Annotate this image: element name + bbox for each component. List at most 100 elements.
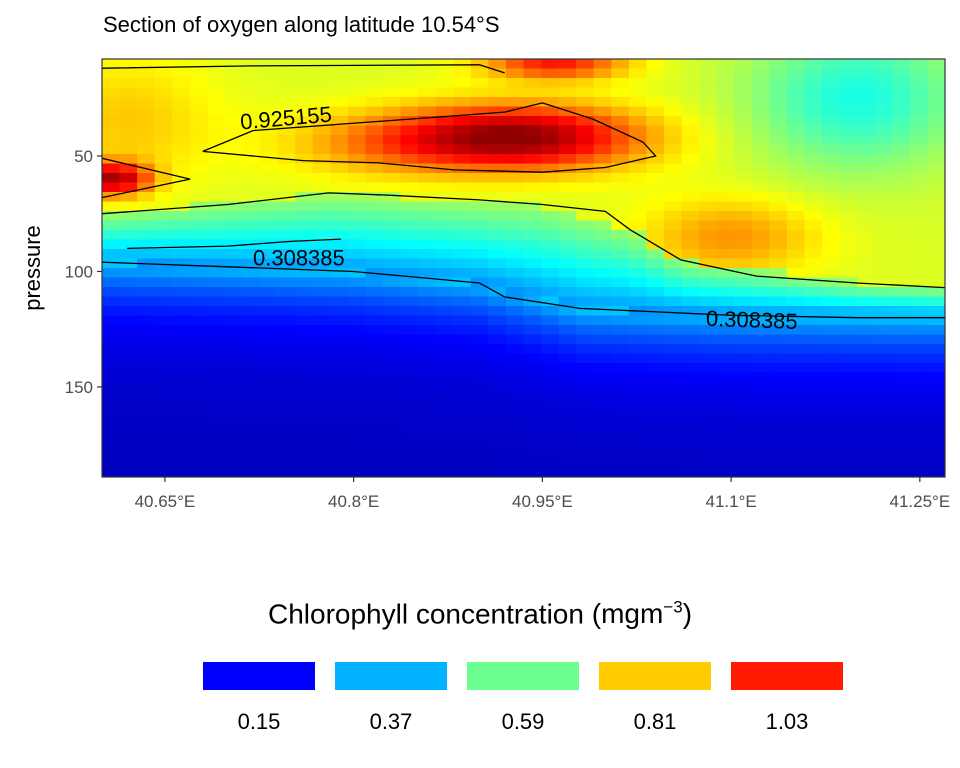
heatmap-cell xyxy=(681,467,700,477)
heatmap-cell xyxy=(488,230,507,241)
heatmap-cell xyxy=(470,306,490,317)
heatmap-cell xyxy=(172,439,191,450)
heatmap-cell xyxy=(857,325,876,336)
heatmap-cell xyxy=(295,315,314,326)
heatmap-cell xyxy=(593,287,613,298)
heatmap-cell xyxy=(558,325,577,336)
heatmap-cell xyxy=(383,315,402,326)
heatmap-cell xyxy=(137,372,156,383)
contour-line-0.925155 xyxy=(102,157,191,199)
heatmap-cell xyxy=(769,458,788,469)
heatmap-cell xyxy=(418,448,437,459)
heatmap-cell xyxy=(804,382,823,393)
heatmap-cell xyxy=(839,201,858,212)
heatmap-cell xyxy=(927,382,945,393)
heatmap-cell xyxy=(277,239,296,250)
heatmap-cell xyxy=(523,125,542,136)
heatmap-cell xyxy=(664,258,683,269)
heatmap-cell xyxy=(207,182,226,193)
heatmap-cell xyxy=(154,201,174,212)
heatmap-cell xyxy=(295,144,314,155)
heatmap-cell xyxy=(189,211,209,222)
heatmap-cell xyxy=(102,372,121,383)
heatmap-cell xyxy=(857,249,876,260)
heatmap-cell xyxy=(628,277,648,288)
heatmap-cell xyxy=(558,87,577,98)
heatmap-cell xyxy=(453,372,472,383)
heatmap-cell xyxy=(576,344,595,355)
heatmap-cell xyxy=(523,334,542,345)
heatmap-cell xyxy=(822,106,841,117)
heatmap-cell xyxy=(418,239,437,250)
heatmap-cell xyxy=(260,334,279,345)
heatmap-cell xyxy=(224,448,244,459)
heatmap-cell xyxy=(523,249,542,260)
heatmap-cell xyxy=(260,78,279,89)
heatmap-cell xyxy=(576,410,595,421)
heatmap-cell xyxy=(751,429,771,440)
heatmap-cell xyxy=(119,201,138,212)
heatmap-cell xyxy=(751,420,771,431)
heatmap-cell xyxy=(751,192,771,203)
heatmap-cell xyxy=(400,353,419,364)
heatmap-cell xyxy=(646,467,665,477)
heatmap-cell xyxy=(400,315,419,326)
heatmap-cell xyxy=(207,363,226,374)
heatmap-cell xyxy=(505,315,525,326)
heatmap-cell xyxy=(558,467,577,477)
heatmap-cell xyxy=(786,401,806,412)
heatmap-cell xyxy=(628,220,648,231)
heatmap-cell xyxy=(857,382,876,393)
heatmap-cell xyxy=(189,87,209,98)
heatmap-cell xyxy=(734,258,753,269)
x-tick-label: 41.25°E xyxy=(889,492,950,511)
heatmap-cell xyxy=(769,439,788,450)
heatmap-cell xyxy=(909,144,929,155)
heatmap-cell xyxy=(769,249,788,260)
heatmap-cell xyxy=(786,97,806,108)
heatmap-cell xyxy=(576,68,595,79)
heatmap-cell xyxy=(295,258,314,269)
heatmap-cell xyxy=(137,135,156,146)
heatmap-cell xyxy=(523,382,542,393)
heatmap-cell xyxy=(277,325,296,336)
heatmap-cell xyxy=(260,125,279,136)
heatmap-cell xyxy=(716,439,736,450)
heatmap-cell xyxy=(435,106,455,117)
heatmap-cell xyxy=(383,448,402,459)
heatmap-cell xyxy=(470,353,490,364)
heatmap-cell xyxy=(242,87,261,98)
heatmap-cell xyxy=(734,78,753,89)
heatmap-cell xyxy=(365,439,384,450)
heatmap-cell xyxy=(383,353,402,364)
heatmap-cell xyxy=(505,182,525,193)
heatmap-cell xyxy=(699,125,718,136)
heatmap-cell xyxy=(576,59,595,70)
heatmap-cell xyxy=(172,401,191,412)
heatmap-cell xyxy=(365,68,384,79)
x-tick-label: 41.1°E xyxy=(705,492,756,511)
heatmap-cell xyxy=(892,258,911,269)
heatmap-cell xyxy=(909,249,929,260)
heatmap-cell xyxy=(874,287,894,298)
heatmap-cell xyxy=(189,391,209,402)
heatmap-cell xyxy=(593,173,613,184)
heatmap-cell xyxy=(207,78,226,89)
heatmap-cell xyxy=(154,344,174,355)
heatmap-cell xyxy=(716,410,736,421)
heatmap-cell xyxy=(277,106,296,117)
heatmap-cell xyxy=(330,382,349,393)
heatmap-cell xyxy=(892,353,911,364)
heatmap-cell xyxy=(628,182,648,193)
heatmap-cell xyxy=(312,429,332,440)
heatmap-cell xyxy=(664,59,683,70)
heatmap-cell xyxy=(751,154,771,165)
heatmap-cell xyxy=(751,144,771,155)
heatmap-cell xyxy=(927,97,945,108)
heatmap-cell xyxy=(312,249,332,260)
heatmap-cell xyxy=(716,344,736,355)
heatmap-cell xyxy=(611,68,630,79)
heatmap-cell xyxy=(909,410,929,421)
heatmap-cell xyxy=(505,382,525,393)
